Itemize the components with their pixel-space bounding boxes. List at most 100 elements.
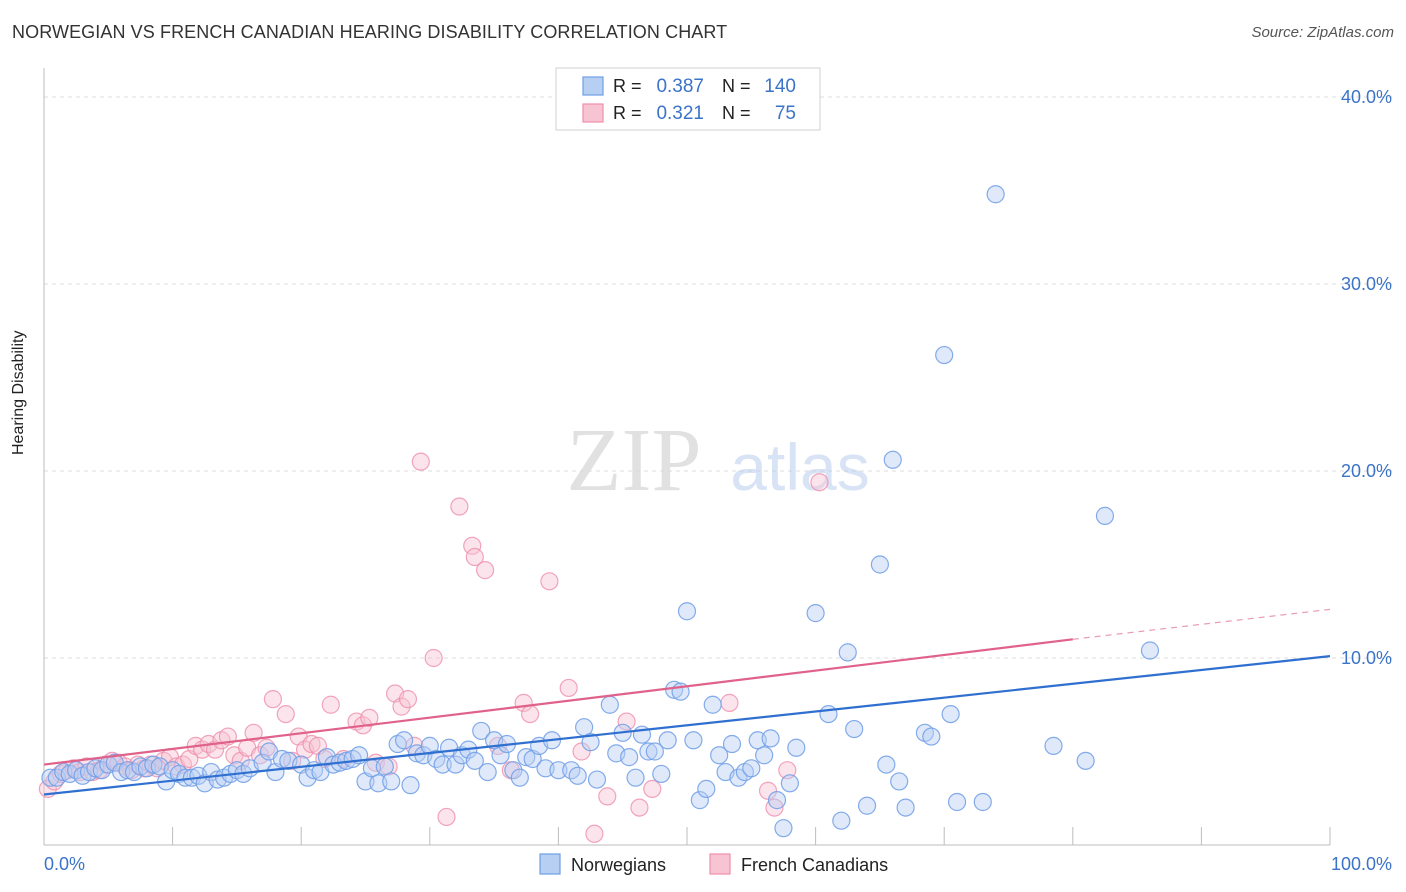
data-point-norwegians: [1076, 751, 1095, 770]
data-point-norwegians: [710, 746, 729, 765]
data-point-norwegians: [581, 733, 600, 752]
data-point-french-canadians: [559, 678, 578, 698]
data-point-french-canadians: [180, 749, 199, 769]
data-point-norwegians: [626, 768, 645, 787]
series-legend: Norwegians French Canadians: [539, 853, 888, 875]
data-point-norwegians: [645, 742, 664, 761]
data-point-norwegians: [877, 755, 896, 774]
series-norwegians: [41, 185, 1160, 838]
legend-label-norwegians: Norwegians: [571, 855, 666, 875]
watermark-zip: ZIP: [567, 411, 702, 510]
data-point-french-canadians: [398, 690, 418, 709]
tick-labels: 10.0% 20.0% 30.0% 40.0% 0.0% 100.0%: [44, 87, 1392, 874]
data-point-norwegians: [857, 796, 877, 815]
data-point-norwegians: [112, 762, 131, 782]
data-point-norwegians: [832, 811, 851, 830]
legend-swatch-norwegians: [539, 853, 561, 875]
data-point-french-canadians: [463, 536, 482, 555]
watermark: ZIP atlas: [567, 411, 870, 510]
data-point-norwegians: [973, 792, 992, 812]
legend-r-value: 0.387: [656, 76, 704, 97]
trend-line-french-canadians: [43, 638, 1073, 766]
data-point-norwegians: [787, 738, 806, 757]
data-point-french-canadians: [302, 734, 321, 754]
data-point-french-canadians: [630, 798, 649, 817]
data-point-norwegians: [742, 759, 761, 778]
data-point-norwegians: [697, 779, 716, 799]
legend-n-label: N =: [722, 76, 751, 96]
data-point-french-canadians: [475, 561, 495, 580]
data-point-norwegians: [1140, 641, 1160, 660]
data-point-norwegians: [890, 772, 909, 791]
data-point-norwegians: [465, 751, 484, 770]
y-tick-label: 40.0%: [1341, 87, 1392, 107]
data-point-norwegians: [947, 792, 967, 812]
y-tick-label: 10.0%: [1341, 648, 1392, 668]
data-point-norwegians: [883, 450, 902, 469]
data-point-norwegians: [774, 819, 793, 838]
legend-r-label: R =: [613, 103, 642, 123]
legend-r-value: 0.321: [656, 103, 704, 124]
data-point-norwegians: [896, 798, 915, 817]
data-point-norwegians: [677, 602, 697, 621]
data-point-norwegians: [722, 734, 742, 754]
data-point-norwegians: [600, 695, 619, 714]
data-point-norwegians: [1095, 506, 1115, 525]
data-point-norwegians: [684, 731, 703, 750]
data-point-norwegians: [755, 746, 774, 765]
data-point-norwegians: [620, 748, 639, 767]
correlation-legend: R = 0.387 N = 140 R = 0.321 N = 75: [555, 67, 821, 131]
data-point-french-canadians: [720, 693, 739, 712]
trend-lines: [43, 608, 1331, 796]
data-point-norwegians: [941, 704, 960, 724]
data-point-norwegians: [446, 755, 465, 774]
data-point-norwegians: [420, 736, 439, 755]
y-tick-label: 30.0%: [1341, 274, 1392, 294]
data-point-norwegians: [491, 746, 510, 765]
data-point-norwegians: [510, 768, 529, 787]
data-point-norwegians: [639, 742, 658, 761]
watermark-atlas: atlas: [730, 430, 869, 504]
data-point-french-canadians: [424, 648, 443, 668]
data-point-norwegians: [845, 719, 864, 739]
data-point-french-canadians: [321, 695, 340, 714]
data-point-norwegians: [922, 727, 941, 746]
data-point-norwegians: [587, 770, 607, 789]
data-point-norwegians: [838, 643, 857, 662]
data-point-french-canadians: [465, 547, 484, 567]
data-point-norwegians: [144, 755, 163, 774]
data-point-french-canadians: [585, 824, 604, 843]
data-point-french-canadians: [411, 452, 430, 471]
legend-n-value: 140: [764, 76, 796, 97]
data-point-norwegians: [658, 731, 677, 750]
data-point-norwegians: [761, 729, 780, 748]
data-point-french-canadians: [392, 697, 411, 716]
data-point-french-canadians: [617, 712, 636, 731]
data-point-norwegians: [517, 748, 536, 767]
y-tick-label: 20.0%: [1341, 461, 1392, 481]
data-point-norwegians: [819, 704, 838, 724]
chart-title: NORWEGIAN VS FRENCH CANADIAN HEARING DIS…: [12, 22, 728, 42]
data-point-norwegians: [1044, 736, 1063, 755]
data-point-french-canadians: [540, 572, 559, 591]
x-tick-label: 0.0%: [44, 854, 85, 874]
legend-label-french-canadians: French Canadians: [741, 855, 888, 875]
data-point-french-canadians: [765, 798, 784, 817]
data-point-norwegians: [272, 749, 292, 769]
legend-r-label: R =: [613, 76, 642, 96]
data-point-french-canadians: [276, 704, 295, 724]
data-point-norwegians: [690, 791, 709, 810]
data-point-norwegians: [549, 761, 568, 780]
data-point-french-canadians: [598, 787, 617, 806]
data-point-french-canadians: [437, 807, 456, 827]
data-point-french-canadians: [250, 746, 270, 765]
legend-swatch-french-canadians: [709, 853, 731, 875]
trend-line-norwegians: [43, 655, 1331, 796]
data-point-norwegians: [401, 776, 420, 795]
data-point-french-canadians: [810, 473, 829, 492]
legend-n-label: N =: [722, 103, 751, 123]
data-point-norwegians: [523, 749, 542, 769]
data-point-french-canadians: [244, 723, 263, 742]
data-point-french-canadians: [263, 690, 283, 709]
